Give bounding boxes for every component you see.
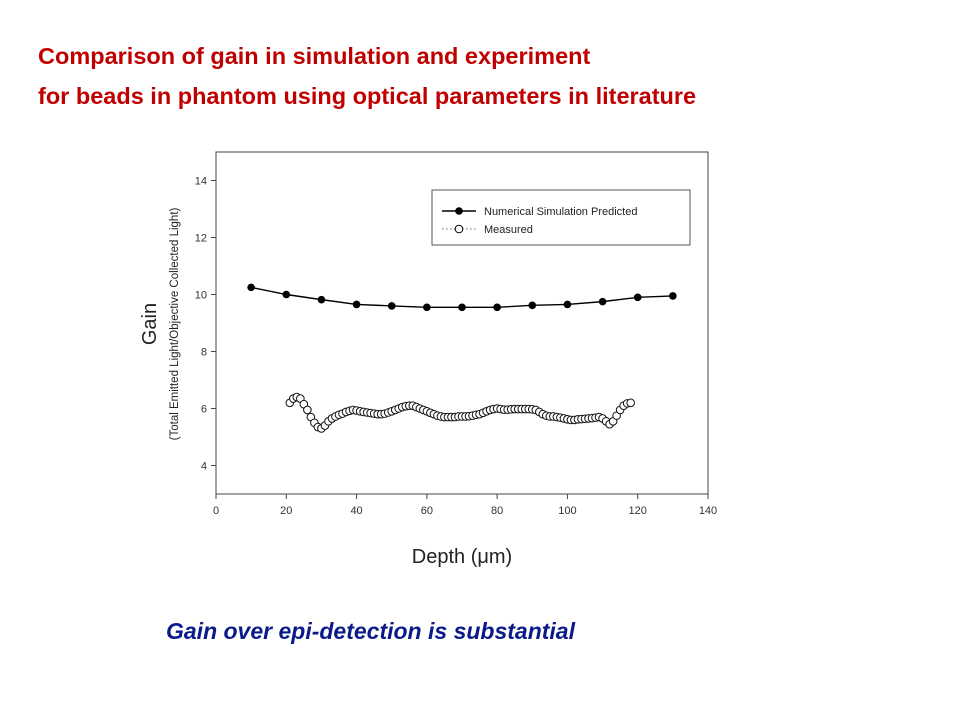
point-simulation	[317, 295, 326, 304]
y-tick-label: 14	[195, 176, 207, 188]
x-tick-label: 60	[421, 505, 433, 517]
x-tick-label: 140	[699, 505, 717, 517]
slide-title-line-2: for beads in phantom using optical param…	[38, 83, 697, 109]
y-tick-label: 4	[201, 461, 207, 473]
legend-label-simulation: Numerical Simulation Predicted	[484, 206, 637, 218]
slide-title-line-1: Comparison of gain in simulation and exp…	[38, 43, 591, 69]
point-simulation	[458, 303, 466, 312]
legend-label-measured: Measured	[484, 224, 533, 236]
legend-box	[431, 189, 691, 246]
legend: Numerical Simulation Predicted Measured	[431, 189, 691, 246]
point-simulation	[247, 283, 255, 292]
point-simulation	[563, 300, 572, 309]
y-axis-title: Gain	[139, 303, 161, 345]
point-simulation	[493, 303, 501, 312]
legend-marker-simulation	[455, 207, 463, 215]
point-simulation	[528, 301, 537, 310]
point-measured	[626, 398, 635, 408]
y-tick-label: 12	[195, 233, 207, 245]
plot-frame	[215, 151, 709, 495]
x-tick-label: 120	[629, 505, 647, 517]
axis-ticks: 0 20 40 60 80 100 120 140 4 6 8 10 12 14	[195, 176, 717, 518]
y-tick-label: 10	[195, 290, 207, 302]
x-axis-title: Depth (μm)	[412, 546, 512, 568]
series-layer	[247, 283, 677, 433]
y-tick-label: 6	[201, 404, 207, 416]
slide-caption: Gain over epi-detection is substantial	[166, 618, 575, 644]
y-tick-label: 8	[201, 347, 207, 359]
x-tick-label: 0	[213, 505, 219, 517]
x-tick-label: 20	[280, 505, 292, 517]
point-simulation	[282, 290, 291, 299]
x-tick-label: 40	[350, 505, 362, 517]
legend-marker-measured	[454, 224, 464, 234]
point-simulation	[423, 303, 431, 312]
point-simulation	[633, 293, 642, 302]
point-simulation	[669, 292, 677, 300]
y-axis-subtitle: (Total Emitted Light/Objective Collected…	[169, 207, 181, 440]
x-tick-label: 100	[558, 505, 576, 517]
slide-title: Comparison of gain in simulation and exp…	[38, 36, 696, 116]
x-tick-label: 80	[491, 505, 503, 517]
point-simulation	[387, 302, 396, 310]
point-simulation	[352, 300, 361, 309]
point-measured	[303, 405, 312, 415]
point-simulation	[598, 297, 607, 306]
